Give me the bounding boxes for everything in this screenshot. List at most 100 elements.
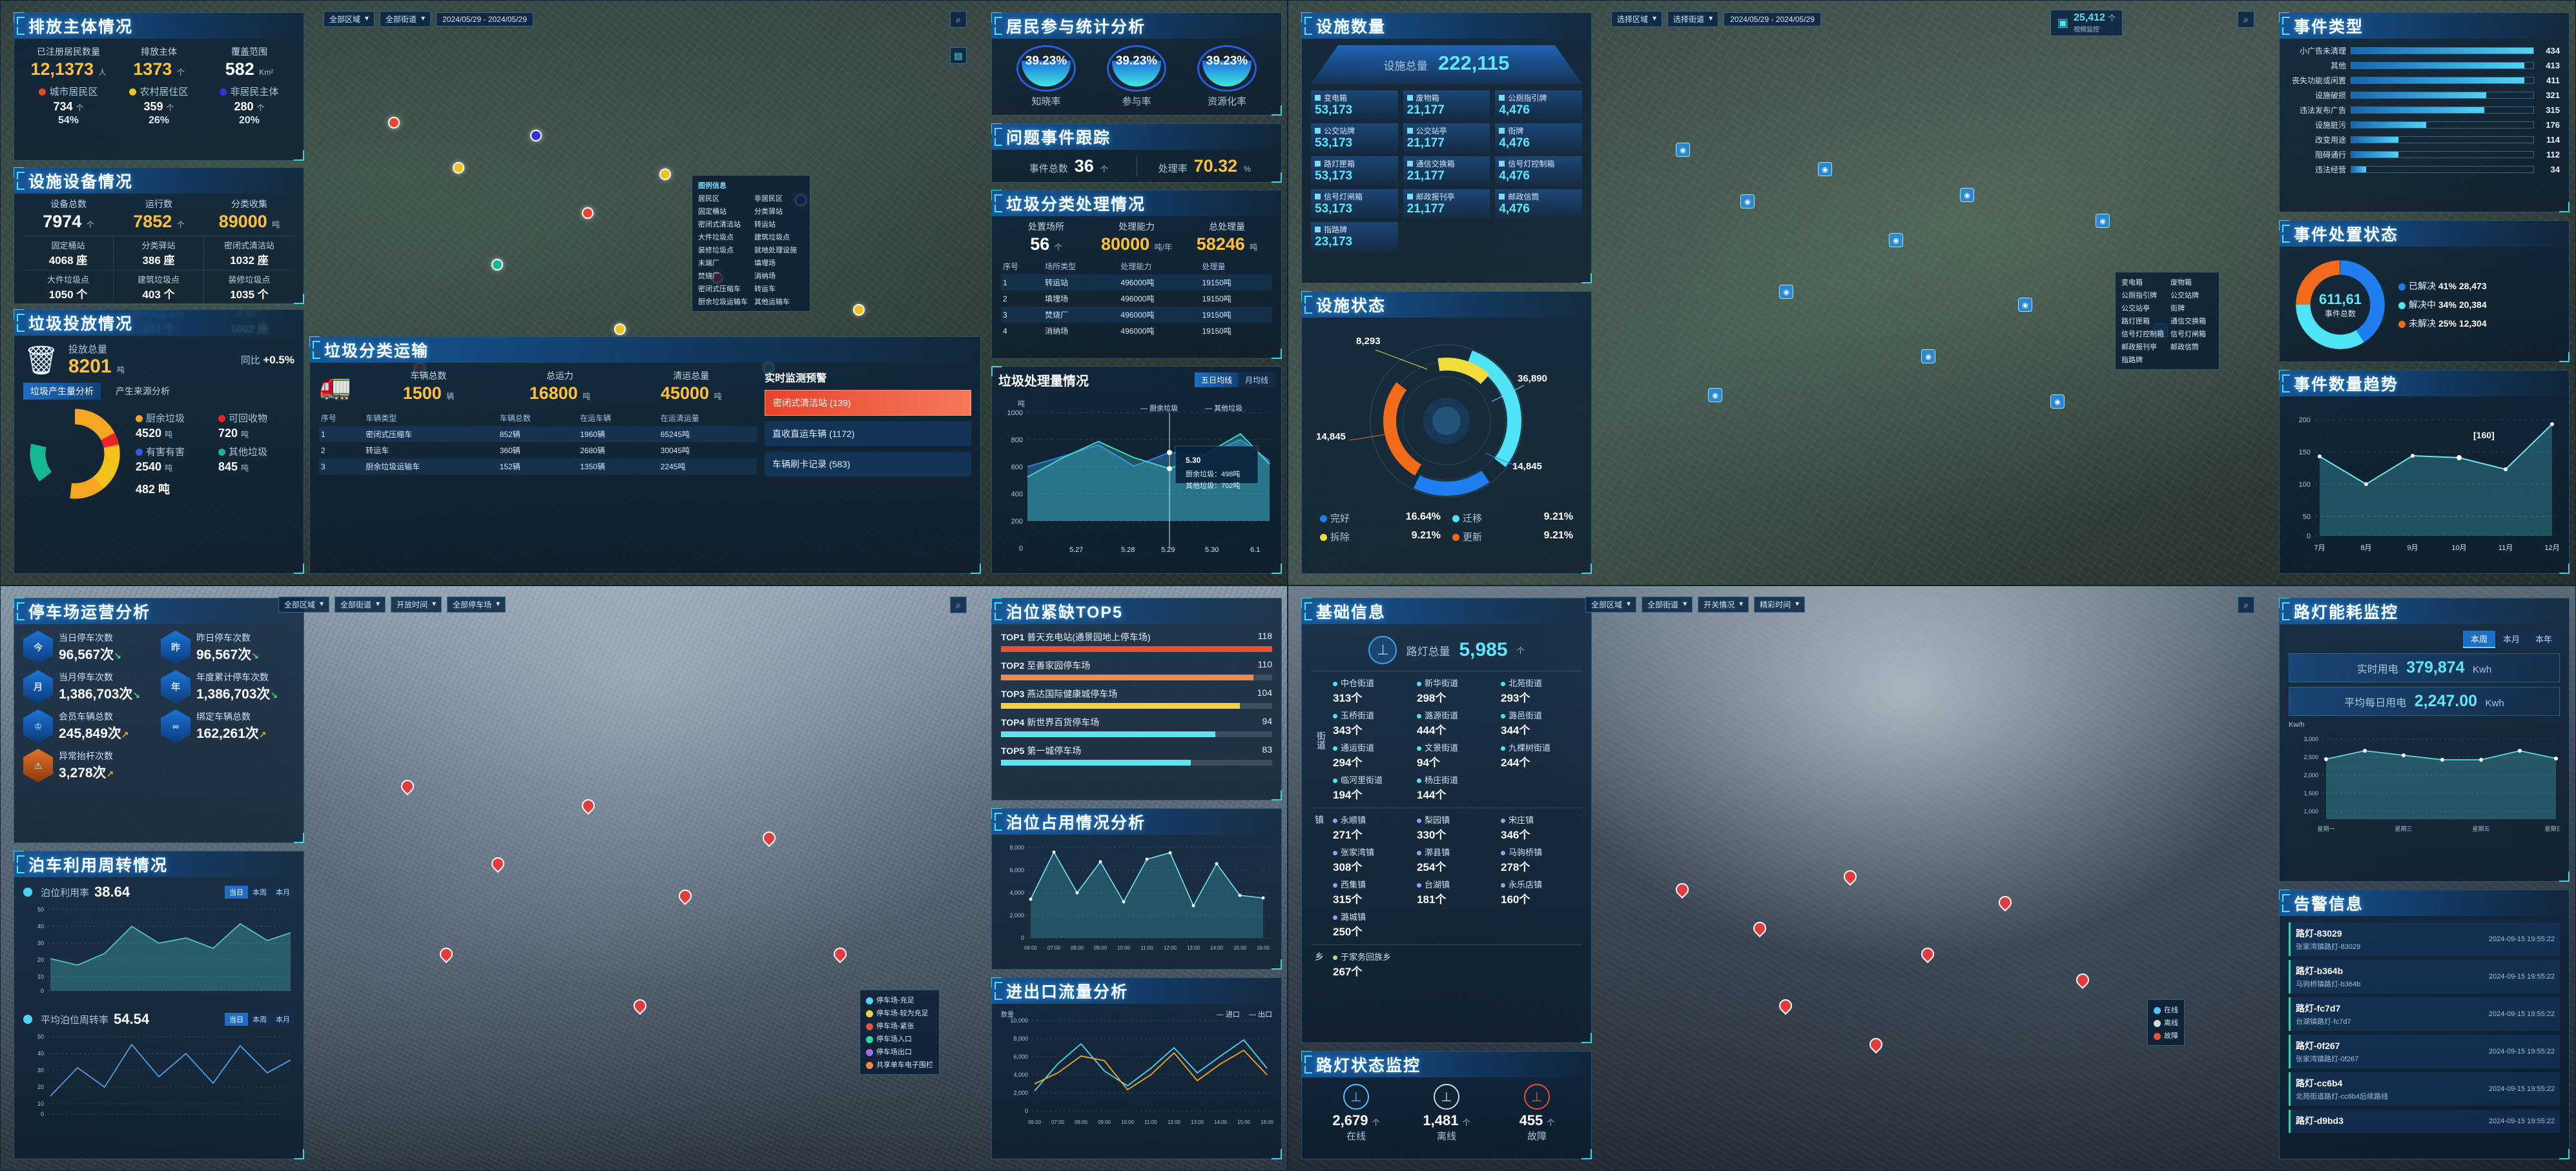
table-row[interactable]: 2 转运车 360辆 2680辆 30045吨	[321, 445, 690, 456]
facility-tile[interactable]: 指路牌 23,173	[1311, 222, 1398, 251]
legend-item: 末端厂	[698, 260, 719, 267]
panel-title: 垃圾处理量情况	[998, 374, 1089, 389]
kpi-capacity: 总运力 16800 吨	[529, 371, 591, 403]
alert-item[interactable]: 直收直运车辆 (1172)	[765, 422, 971, 446]
facility-tile[interactable]: 变电箱 53,173	[1311, 90, 1398, 119]
facility-tile[interactable]: 信号灯闸箱 53,173	[1311, 189, 1398, 218]
bar-row: 丧失功能或闲置 411	[2291, 76, 2560, 85]
svg-text:9月: 9月	[2407, 544, 2418, 552]
alert-item-high[interactable]: 密闭式清洁站 (139)	[765, 390, 971, 416]
status-select[interactable]: 精彩时间 ▾	[1754, 596, 1806, 613]
street-select[interactable]: 全部街道 ▾	[335, 596, 386, 613]
top5-item[interactable]: TOP4 新世界百货停车场 94	[1001, 716, 1272, 737]
facility-tile[interactable]: 邮政信筒 4,476	[1495, 189, 1582, 218]
facility-tile[interactable]: 公厕指引牌 4,476	[1495, 90, 1582, 119]
svg-text:10月: 10月	[2451, 544, 2466, 552]
table-row[interactable]: 3 焚烧厂 496000吨 19150吨	[1001, 307, 1272, 323]
alarm-row[interactable]: 路灯-fc7d7 台湖镇路灯-fc7d7 2024-09-15 19:55:22	[2289, 997, 2560, 1031]
tab-five-day[interactable]: 五日均线	[1194, 372, 1239, 387]
tab-week-2[interactable]: 本周	[248, 1013, 271, 1026]
table-row[interactable]: 1 密闭式压缩车 852辆 1960辆 65245吨	[319, 426, 757, 442]
alarm-row[interactable]: 路灯-b364b 马驹桥镇路灯-b364b 2024-09-15 19:55:22	[2289, 960, 2560, 993]
search-icon[interactable]: ⌕	[2238, 596, 2254, 613]
svg-text:0: 0	[1025, 1108, 1028, 1114]
event-total: 事件总数 36 个	[1029, 156, 1108, 176]
tab-month-2[interactable]: 本月	[271, 1013, 294, 1026]
callout-updated: 14,845	[1316, 431, 1346, 442]
tab-monthly[interactable]: 月均线	[1238, 372, 1275, 387]
table-row[interactable]: 4 消纳场 496000吨 19150吨	[1003, 326, 1231, 336]
svg-text:12:00: 12:00	[1168, 1119, 1181, 1125]
map-legend-parking: 停车场-充足 停车场-较为充足 停车场-紧张 停车场入口 停车场出口 共享单车电…	[860, 990, 940, 1075]
svg-text:15:00: 15:00	[1237, 1119, 1251, 1125]
alarm-row[interactable]: 路灯-83029 张家湾镇路灯-83029 2024-09-15 19:55:22	[2289, 922, 2560, 956]
alert-item[interactable]: 车辆刷卡记录 (583)	[765, 452, 971, 476]
toolbar-parking[interactable]: 全部区域 ▾ 全部街道 ▾ 开放时间 ▾ 全部停车场 ▾	[278, 596, 506, 613]
type-select[interactable]: 开放时间 ▾	[391, 596, 442, 613]
table-row[interactable]: 3 厨余垃圾运输车 152辆 1350辆 2245吨	[319, 458, 757, 474]
table-row[interactable]: 1 转运站 496000吨 19150吨	[1001, 274, 1272, 290]
type-select[interactable]: 开关情况 ▾	[1698, 596, 1749, 613]
region-select[interactable]: 全部区域 ▾	[324, 11, 375, 27]
tab-today-2[interactable]: 当日	[225, 1013, 248, 1026]
search-icon[interactable]: ⌕	[950, 11, 967, 28]
lot-select[interactable]: 全部停车场 ▾	[447, 596, 506, 613]
region-select[interactable]: 全部区域 ▾	[1585, 596, 1637, 613]
svg-text:0: 0	[2307, 533, 2311, 540]
alarm-row[interactable]: 路灯-cc6b4 北苑街道路灯-cc6b4后续路线 2024-09-15 19:55…	[2289, 1072, 2560, 1106]
panel-facility: 设施设备情况 设备总数 7974 个 运行数 7852 个 分类收集 89000 吨 …	[14, 167, 304, 339]
facility-tile[interactable]: 废物箱 21,177	[1403, 90, 1490, 119]
tab-week[interactable]: 本周	[2462, 631, 2495, 648]
panel-parking-operation: 停车场运营分析 今当日停车次数 96,567次↘ 昨昨日停车次数 96,567次↘ …	[14, 598, 304, 843]
chevron-down-icon: ▾	[496, 599, 500, 608]
tab-waste-generation[interactable]: 垃圾产生量分析	[23, 383, 101, 400]
alarm-row[interactable]: 路灯-0f267 张家湾镇路灯-0f267 2024-09-15 19:55:22	[2289, 1035, 2560, 1068]
toolbar-waste[interactable]: 全部区域 ▾ 全部街道 ▾ 2024/05/29 - 2024/05/29	[324, 11, 533, 27]
top5-item[interactable]: TOP2 至善家园停车场 110	[1001, 659, 1272, 680]
layers-icon[interactable]: ▤	[950, 47, 967, 64]
tab-source-analysis[interactable]: 产生来源分析	[116, 386, 170, 396]
tab-week[interactable]: 本周	[248, 886, 271, 899]
date-range-field[interactable]: 2024/05/29 - 2024/05/29	[436, 12, 533, 26]
facility-tile[interactable]: 公交站牌 53,173	[1311, 123, 1398, 152]
tab-month[interactable]: 本月	[2495, 631, 2528, 648]
legend-item: 故障	[2154, 1030, 2178, 1041]
svg-text:40: 40	[37, 1050, 44, 1057]
panel-title: 路灯能耗监控	[2280, 598, 2569, 624]
facility-tile[interactable]: 街牌 4,476	[1495, 123, 1582, 152]
top5-item[interactable]: TOP3 燕达国际健康城停车场 104	[1001, 687, 1272, 709]
street-select[interactable]: 全部街道 ▾	[380, 11, 431, 27]
facility-tile[interactable]: 公交站亭 21,177	[1403, 123, 1490, 152]
top5-item[interactable]: TOP1 普天充电站(通景园地上停车场) 118	[1001, 631, 1272, 652]
callout-migrated: 36,890	[1518, 373, 1547, 384]
facility-tile[interactable]: 路灯匣箱 53,173	[1311, 156, 1398, 185]
tab-year[interactable]: 本年	[2527, 631, 2560, 648]
facility-tile[interactable]: 邮政报刊亭 21,177	[1403, 189, 1490, 218]
toolbar-streetlight[interactable]: 全部区域 ▾ 全部街道 ▾ 开关情况 ▾ 精彩时间 ▾	[1585, 596, 1806, 613]
region-select[interactable]: 选择区域 ▾	[1611, 11, 1663, 27]
toolbar-facility[interactable]: 选择区域 ▾ 选择街道 ▾ 2024/05/29 - 2024/05/29	[1611, 11, 1821, 27]
street-select[interactable]: 全部街道 ▾	[1642, 596, 1693, 613]
legend-other: — 其他垃圾	[1205, 405, 1243, 412]
kpi-coverage: 覆盖范围 582 Km²	[225, 46, 274, 79]
search-icon[interactable]: ⌕	[950, 596, 967, 613]
table-row[interactable]: 2 填埋场 496000吨 19150吨	[1003, 294, 1231, 304]
tab-month[interactable]: 本月	[271, 886, 294, 899]
camera-badge[interactable]: ▣ 25,412 个 视频监控	[2050, 10, 2123, 36]
search-icon[interactable]: ⌕	[2238, 11, 2254, 28]
facility-tile[interactable]: 信号灯控制箱 4,476	[1495, 156, 1582, 185]
date-range-field[interactable]: 2024/05/29 - 2024/05/29	[1724, 12, 1821, 26]
panel-basic-info: 基础信息 ⊥ 路灯总量 5,985 个 街道 中仓街道 313个 新华街道 298个…	[1301, 598, 1592, 1043]
facility-tile[interactable]: 通信交换箱 21,177	[1403, 156, 1490, 185]
event-status-donut	[2296, 260, 2385, 349]
street-select[interactable]: 选择街道 ▾	[1667, 11, 1719, 27]
alarm-row[interactable]: 路灯-d9bd3 2024-09-15 19:55:22	[2289, 1110, 2560, 1133]
top5-item[interactable]: TOP5 第一城停车场 83	[1001, 744, 1272, 766]
svg-text:50: 50	[37, 906, 44, 913]
svg-text:11月: 11月	[2499, 544, 2513, 552]
region-select[interactable]: 全部区域 ▾	[278, 596, 330, 613]
legend-kitchen-waste: 厨余垃圾 4520 吨	[136, 412, 185, 440]
svg-text:09:00: 09:00	[1098, 1119, 1111, 1125]
tab-today[interactable]: 当日	[225, 886, 248, 899]
